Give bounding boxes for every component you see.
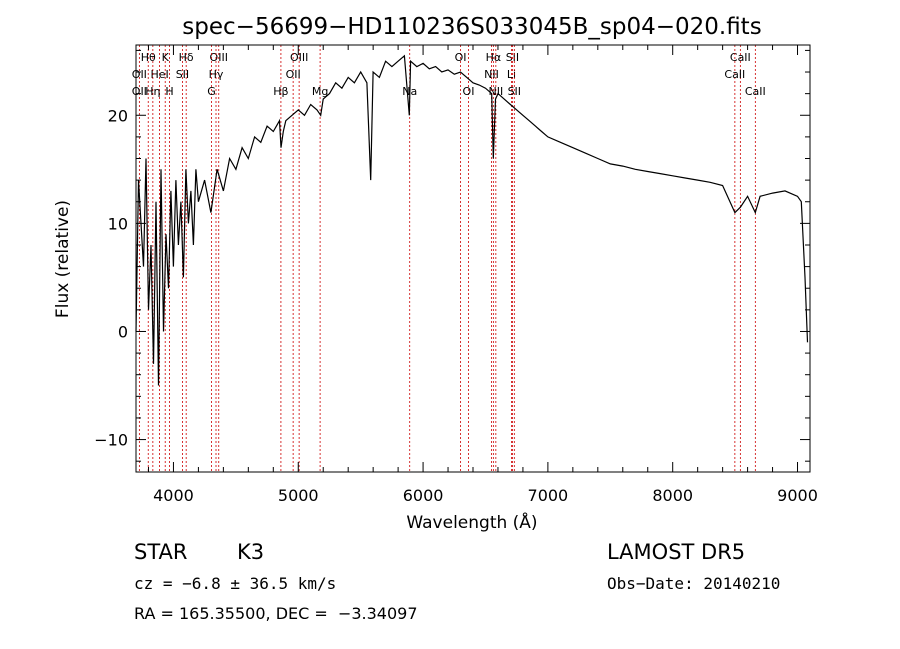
- line-marker-label: CaII: [730, 51, 751, 64]
- redshift-velocity: cz = −6.8 ± 36.5 km/s: [134, 574, 337, 593]
- line-marker-label: Hδ: [179, 51, 194, 64]
- y-axis: −10 0 10 20: [94, 49, 810, 462]
- y-tick-label: 0: [118, 322, 128, 341]
- spectrum-line: [135, 54, 809, 386]
- y-tick-label: −10: [94, 431, 128, 450]
- line-marker-label: Hγ: [209, 68, 224, 81]
- chart-title: spec−56699−HD110236S033045B_sp04−020.fit…: [182, 14, 761, 40]
- line-marker-label: OIII: [210, 51, 228, 64]
- y-axis-label: Flux (relative): [53, 200, 73, 318]
- y-tick-label: 20: [108, 106, 128, 125]
- object-class: STAR: [134, 540, 188, 564]
- line-marker-label: Mg: [312, 85, 328, 98]
- line-marker-label: OII: [286, 68, 301, 81]
- x-tick-label: 7000: [528, 486, 569, 505]
- line-marker-label: CaII: [724, 68, 745, 81]
- line-marker-label: OI: [463, 85, 475, 98]
- observation-date: Obs−Date: 20140210: [607, 574, 781, 593]
- line-marker-label: Hη: [145, 85, 160, 98]
- line-marker-label: SII: [508, 85, 521, 98]
- x-tick-label: 8000: [652, 486, 693, 505]
- x-axis-label: Wavelength (Å): [406, 511, 537, 533]
- x-tick-label: 4000: [153, 486, 194, 505]
- line-marker-label: SII: [176, 68, 189, 81]
- line-marker-label: G: [207, 85, 216, 98]
- line-marker-label: SII: [506, 51, 519, 64]
- line-marker-label: H: [165, 85, 173, 98]
- line-marker-label: HeI: [150, 68, 168, 81]
- line-marker-label: OI: [455, 51, 467, 64]
- line-marker-label: K: [162, 51, 170, 64]
- x-axis: 4000 5000 6000 7000 8000 9000: [147, 45, 818, 505]
- object-subclass: K3: [237, 540, 265, 564]
- plot-frame: [135, 44, 811, 473]
- line-marker-label: CaII: [745, 85, 766, 98]
- line-marker-label: Li: [507, 68, 516, 81]
- line-marker-label: Hβ: [273, 85, 288, 98]
- line-marker-label: OIII: [290, 51, 308, 64]
- line-marker-label: Hθ: [141, 51, 156, 64]
- line-marker-label: NII: [484, 68, 499, 81]
- survey-name: LAMOST DR5: [607, 540, 746, 564]
- line-marker-label: Hα: [486, 51, 502, 64]
- x-tick-label: 5000: [278, 486, 319, 505]
- x-tick-label: 9000: [777, 486, 818, 505]
- line-marker-label: OII: [132, 68, 147, 81]
- coordinates: RA = 165.35500, DEC = −3.34097: [134, 604, 418, 623]
- y-tick-label: 10: [108, 214, 128, 233]
- x-tick-label: 6000: [403, 486, 444, 505]
